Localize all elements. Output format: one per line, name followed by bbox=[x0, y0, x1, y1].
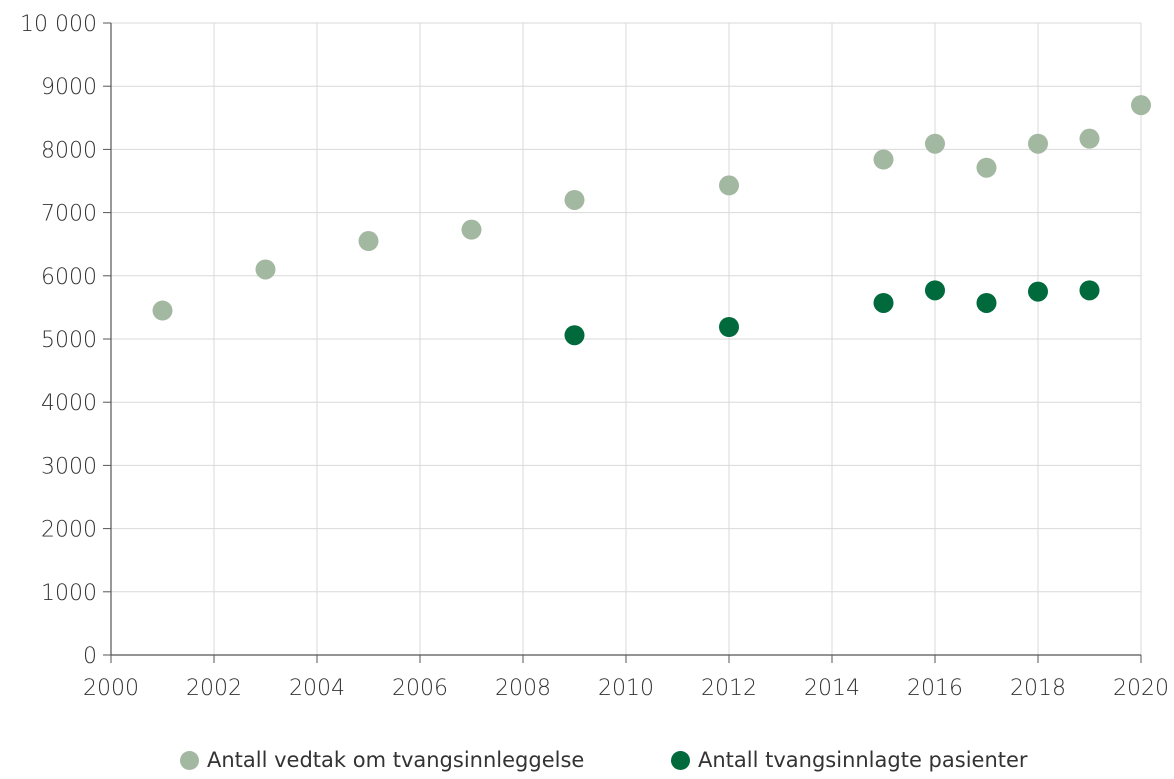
y-tick-label: 7000 bbox=[41, 202, 97, 227]
x-tick-label: 2018 bbox=[1010, 676, 1066, 701]
x-tick-label: 2004 bbox=[289, 676, 345, 701]
y-tick-label: 2000 bbox=[41, 518, 97, 543]
data-point-pasienter bbox=[564, 325, 585, 346]
data-point-vedtak bbox=[461, 219, 482, 240]
legend-label-vedtak: Antall vedtak om tvangsinnleggelse bbox=[207, 748, 585, 772]
data-point-pasienter bbox=[1028, 281, 1048, 302]
data-point-vedtak bbox=[564, 189, 585, 210]
legend: Antall vedtak om tvangsinnleggelse Antal… bbox=[0, 748, 1174, 779]
y-tick-label: 1000 bbox=[41, 581, 97, 606]
scatter-chart: 0 1000 2000 3000 4000 5000 6000 7000 8000 9000 10 … bbox=[20, 12, 1169, 701]
data-point-vedtak bbox=[1079, 128, 1100, 149]
tick-labels: 0 1000 2000 3000 4000 5000 6000 7000 8000 9000 10 … bbox=[20, 12, 1169, 701]
legend-item-vedtak: Antall vedtak om tvangsinnleggelse bbox=[180, 748, 584, 772]
x-tick-label: 2000 bbox=[83, 676, 139, 701]
data-point-vedtak bbox=[873, 149, 894, 170]
x-tick-label: 2014 bbox=[804, 676, 860, 701]
data-point-vedtak bbox=[358, 231, 379, 252]
x-tick-label: 2008 bbox=[495, 676, 551, 701]
data-point-vedtak bbox=[925, 133, 945, 154]
data-point-vedtak bbox=[1028, 133, 1048, 154]
data-point-pasienter bbox=[1079, 280, 1100, 301]
y-tick-label: 9000 bbox=[41, 75, 97, 100]
y-tick-label: 5000 bbox=[41, 328, 97, 353]
data-point-pasienter bbox=[873, 292, 894, 313]
data-point-vedtak bbox=[1131, 95, 1151, 116]
data-point-pasienter bbox=[976, 292, 997, 313]
grid bbox=[111, 22, 1142, 655]
data-point-pasienter bbox=[719, 316, 739, 337]
x-tick-label: 2006 bbox=[392, 676, 448, 701]
x-tick-label: 2012 bbox=[701, 676, 757, 701]
legend-marker-vedtak bbox=[180, 750, 199, 770]
y-tick-label: 4000 bbox=[41, 391, 97, 416]
legend-item-pasienter: Antall tvangsinnlagte pasienter bbox=[671, 748, 1028, 772]
legend-label-pasienter: Antall tvangsinnlagte pasienter bbox=[698, 748, 1028, 772]
y-tick-label: 3000 bbox=[41, 454, 97, 479]
axes bbox=[103, 22, 1142, 663]
data-point-vedtak bbox=[719, 175, 739, 196]
y-tick-label: 6000 bbox=[41, 265, 97, 290]
y-tick-label: 0 bbox=[83, 644, 97, 669]
data-point-vedtak bbox=[976, 157, 997, 178]
x-tick-label: 2002 bbox=[186, 676, 242, 701]
x-tick-label: 2020 bbox=[1113, 676, 1169, 701]
x-tick-label: 2010 bbox=[598, 676, 654, 701]
data-points bbox=[152, 95, 1151, 346]
data-point-pasienter bbox=[925, 280, 945, 301]
y-tick-label: 8000 bbox=[41, 138, 97, 163]
y-tick-label: 10 000 bbox=[20, 12, 97, 37]
legend-marker-pasienter bbox=[671, 750, 690, 770]
x-tick-label: 2016 bbox=[907, 676, 963, 701]
data-point-vedtak bbox=[255, 259, 276, 280]
data-point-vedtak bbox=[152, 300, 173, 321]
